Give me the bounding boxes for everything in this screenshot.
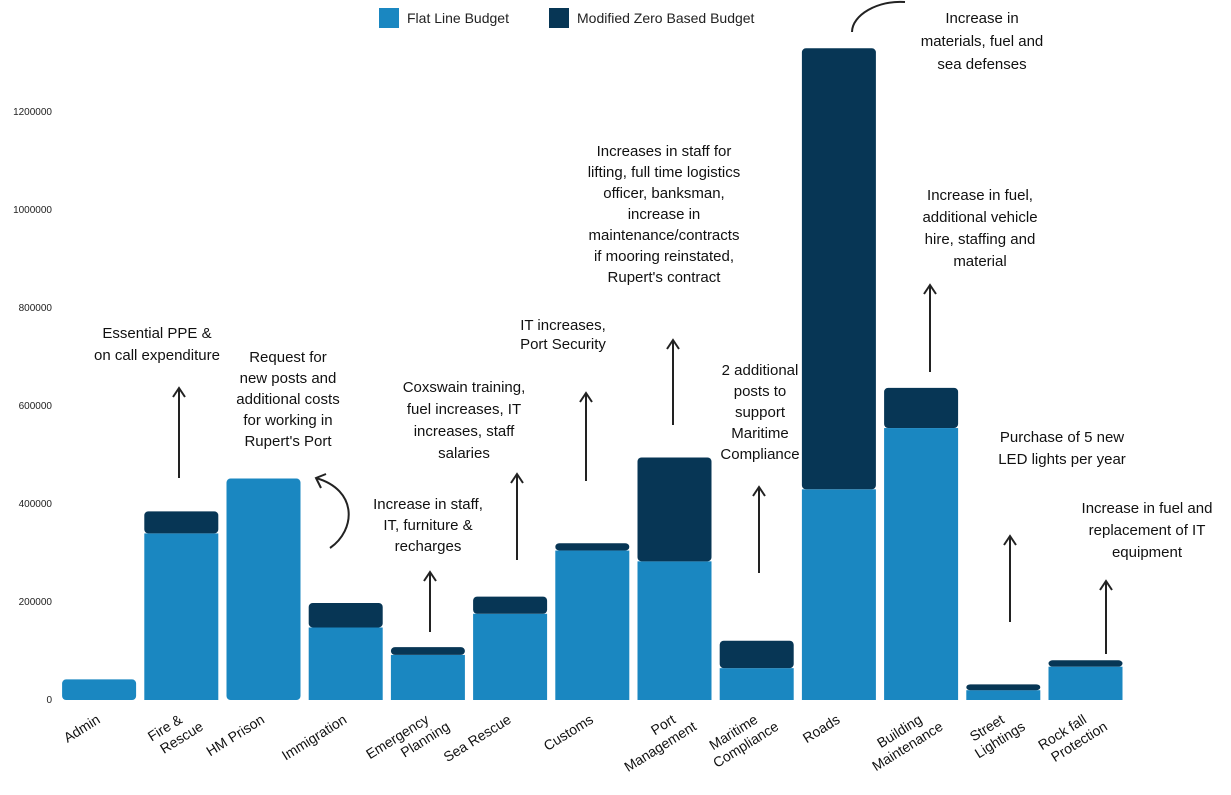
category-label-rock-fall-protection: Rock fallProtection <box>1035 704 1110 768</box>
bar-flat-line-budget-customs <box>555 550 630 700</box>
y-tick-label: 400000 <box>19 499 53 510</box>
y-tick-label: 0 <box>46 695 52 706</box>
bar-modified-zero-based-budget-emergency-planning <box>390 647 465 655</box>
category-label-sea-rescue: Sea Rescue <box>441 711 514 765</box>
legend-label-flat-line-budget: Flat Line Budget <box>407 10 509 26</box>
annotation-roads: Increase in materials, fuel and sea defens… <box>921 10 1044 73</box>
bar-flat-line-budget-maritime-compliance <box>719 668 794 700</box>
annotation-arrows <box>172 0 1113 654</box>
y-axis-ticks: 0 200000 400000 600000 800000 1000000 1200000 <box>13 107 52 706</box>
category-label-port-management: PortManagement <box>612 703 699 774</box>
annotation-rock-fall-protection: Increase in fuel and replacement of IT equ… <box>1082 500 1213 561</box>
bar-flat-line-budget-rock-fall-protection <box>1048 666 1123 700</box>
y-tick-label: 1000000 <box>13 205 52 216</box>
bar-flat-line-budget-fire-rescue <box>144 533 219 700</box>
annotations: Essential PPE & on call expenditure Reques… <box>94 0 1212 561</box>
legend: Flat Line Budget Modified Zero Based Budg… <box>379 8 755 28</box>
annotation-hm-prison: Request for new posts and additional costs… <box>236 349 339 450</box>
category-label-roads: Roads <box>800 711 843 746</box>
annotation-sea-rescue: Coxswain training, fuel increases, IT incr… <box>403 379 526 462</box>
category-label-emergency-planning: EmergencyPlanning <box>363 704 452 777</box>
bar-flat-line-budget-hm-prison <box>226 478 301 700</box>
category-label-immigration: Immigration <box>279 711 350 763</box>
annotation-fire-rescue: Essential PPE & on call expenditure <box>94 325 220 364</box>
category-label-hm-prison: HM Prison <box>203 711 267 759</box>
category-label-fire-rescue: Fire &Rescue <box>145 703 206 758</box>
annotation-street-lightings: Purchase of 5 new LED lights per year <box>998 429 1126 468</box>
category-label-maritime-compliance: MaritimeCompliance <box>701 703 781 770</box>
annotation-maritime-compliance: 2 additional posts to support Maritime Compl… <box>720 362 799 463</box>
bar-flat-line-budget-immigration <box>308 627 383 700</box>
bar-modified-zero-based-budget-building-maintenance <box>884 387 959 429</box>
bar-modified-zero-based-budget-fire-rescue <box>144 511 219 534</box>
bar-flat-line-budget-roads <box>801 489 876 700</box>
bar-flat-line-budget-admin <box>62 679 137 700</box>
category-label-customs: Customs <box>541 711 596 754</box>
bar-modified-zero-based-budget-rock-fall-protection <box>1048 660 1123 667</box>
annotation-arrow-curved <box>851 0 906 33</box>
bar-flat-line-budget-sea-rescue <box>473 613 548 700</box>
annotation-backdrop <box>920 0 1090 92</box>
y-tick-label: 1200000 <box>13 107 52 118</box>
y-tick-label: 800000 <box>19 303 53 314</box>
bar-modified-zero-based-budget-maritime-compliance <box>719 640 794 669</box>
bar-modified-zero-based-budget-sea-rescue <box>473 596 548 614</box>
bar-flat-line-budget-building-maintenance <box>884 428 959 700</box>
bar-modified-zero-based-budget-roads <box>801 48 876 490</box>
legend-swatch-flat-line-budget <box>379 8 399 28</box>
annotation-building-maintenance: Increase in fuel, additional vehicle hire,… <box>922 187 1037 270</box>
bar-modified-zero-based-budget-immigration <box>308 602 383 628</box>
y-tick-label: 200000 <box>19 597 53 608</box>
bar-modified-zero-based-budget-customs <box>555 543 630 551</box>
annotation-emergency-planning: Increase in staff, IT, furniture & recharg… <box>373 496 483 555</box>
bar-series <box>62 48 1123 700</box>
bar-modified-zero-based-budget-port-management <box>637 457 712 562</box>
category-label-street-lightings: StreetLightings <box>963 704 1028 762</box>
annotation-port-management: Increases in staff for lifting, full time… <box>588 143 741 286</box>
annotation-arrow-curved <box>315 477 350 549</box>
category-label-building-maintenance: BuildingMaintenance <box>860 703 946 774</box>
legend-label-modified-zero-based-budget: Modified Zero Based Budget <box>577 10 755 26</box>
bar-flat-line-budget-emergency-planning <box>390 654 465 700</box>
legend-swatch-modified-zero-based-budget <box>549 8 569 28</box>
annotation-customs: IT increases, Port Security <box>520 317 606 353</box>
y-tick-label: 600000 <box>19 401 53 412</box>
bar-flat-line-budget-street-lightings <box>966 690 1041 700</box>
bar-flat-line-budget-port-management <box>637 561 712 700</box>
bar-modified-zero-based-budget-street-lightings <box>966 684 1041 691</box>
category-label-admin: Admin <box>61 711 103 746</box>
